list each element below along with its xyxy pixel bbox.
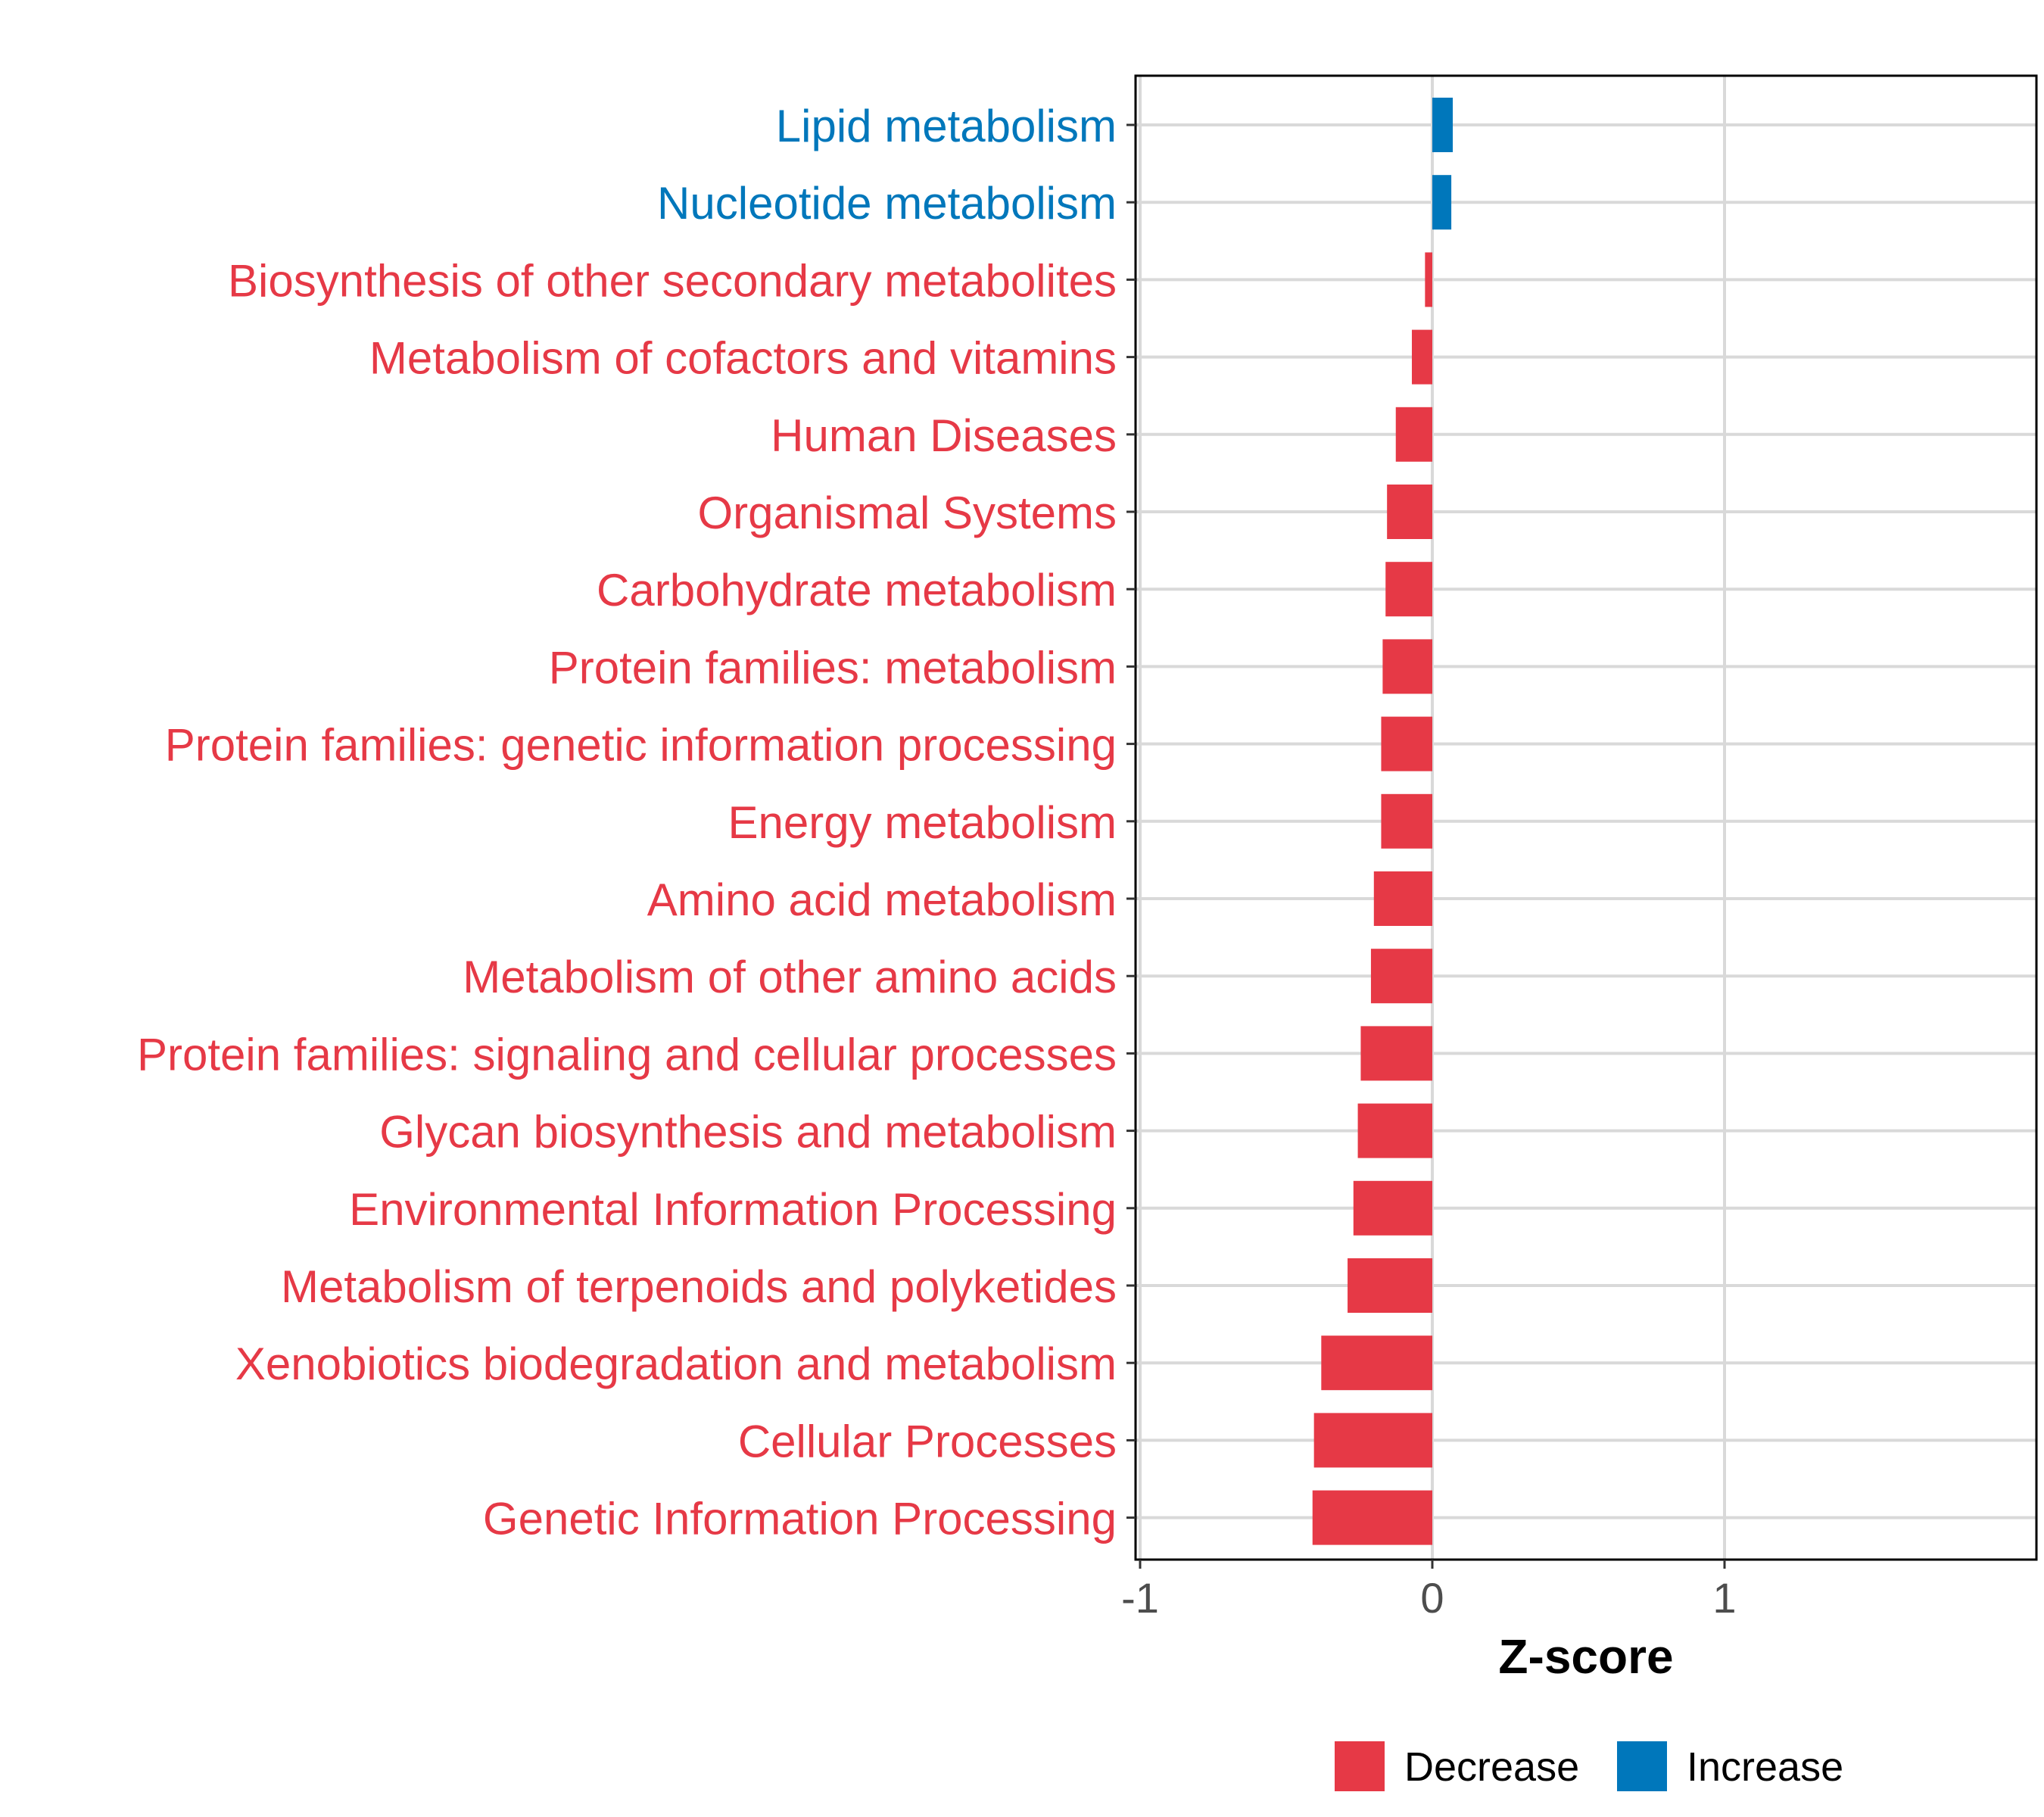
legend-swatch-decrease	[1335, 1741, 1385, 1791]
y-tick-label: Xenobiotics biodegradation and metabolis…	[235, 1339, 1117, 1389]
bar	[1373, 871, 1432, 926]
bar	[1360, 1026, 1432, 1081]
bar	[1411, 329, 1432, 385]
legend-label-increase: Increase	[1687, 1744, 1843, 1790]
y-tick-label: Environmental Information Processing	[349, 1184, 1117, 1235]
bar	[1312, 1490, 1432, 1545]
x-axis-ticks: -1 0 1	[1121, 1560, 1737, 1622]
x-axis-title: Z-score	[1498, 1629, 1673, 1684]
bar	[1357, 1103, 1432, 1158]
y-axis-ticks	[1126, 123, 1136, 1519]
legend-label-decrease: Decrease	[1404, 1744, 1579, 1790]
y-tick-label: Metabolism of other amino acids	[463, 952, 1117, 1002]
bar	[1313, 1413, 1432, 1468]
plot-panel-border	[1134, 74, 2038, 1561]
x-tick-label: -1	[1121, 1574, 1159, 1622]
y-tick-label: Cellular Processes	[738, 1416, 1117, 1466]
y-tick-label: Biosynthesis of other secondary metaboli…	[228, 255, 1117, 306]
legend: Decrease Increase	[1335, 1741, 1843, 1791]
legend-swatch-increase	[1617, 1741, 1667, 1791]
y-tick-label: Glycan biosynthesis and metabolism	[379, 1107, 1117, 1158]
y-tick-label: Protein families: genetic information pr…	[165, 720, 1117, 771]
bar	[1385, 562, 1432, 617]
y-tick-label: Carbohydrate metabolism	[597, 565, 1117, 616]
y-tick-label: Organismal Systems	[698, 488, 1117, 538]
y-tick-label: Metabolism of terpenoids and polyketides	[281, 1261, 1117, 1312]
bar	[1370, 949, 1432, 1004]
y-tick-label: Human Diseases	[771, 410, 1117, 461]
y-tick-label: Protein families: signaling and cellular…	[137, 1029, 1117, 1080]
y-tick-label: Nucleotide metabolism	[657, 178, 1117, 229]
x-tick-label: 1	[1712, 1574, 1736, 1622]
bar	[1425, 252, 1432, 307]
bar-layer	[1312, 98, 1454, 1545]
grid-layer	[1136, 76, 2036, 1560]
bar	[1432, 175, 1452, 230]
y-tick-label: Protein families: metabolism	[549, 642, 1117, 693]
y-tick-label: Metabolism of cofactors and vitamins	[369, 333, 1117, 384]
y-tick-label: Amino acid metabolism	[647, 874, 1117, 925]
bar	[1381, 793, 1432, 849]
bar	[1381, 716, 1432, 771]
y-tick-label: Genetic Information Processing	[483, 1494, 1117, 1544]
bar	[1321, 1335, 1432, 1391]
x-tick-label: 0	[1420, 1574, 1444, 1622]
y-tick-label: Energy metabolism	[728, 797, 1117, 848]
y-tick-label: Lipid metabolism	[776, 101, 1117, 151]
bar	[1432, 98, 1454, 152]
bar	[1387, 485, 1432, 539]
y-axis-labels: Lipid metabolism Nucleotide metabolism Bio…	[137, 101, 1117, 1544]
bar	[1395, 407, 1432, 462]
bar	[1348, 1258, 1432, 1313]
bar	[1382, 639, 1432, 694]
bar	[1353, 1180, 1432, 1236]
